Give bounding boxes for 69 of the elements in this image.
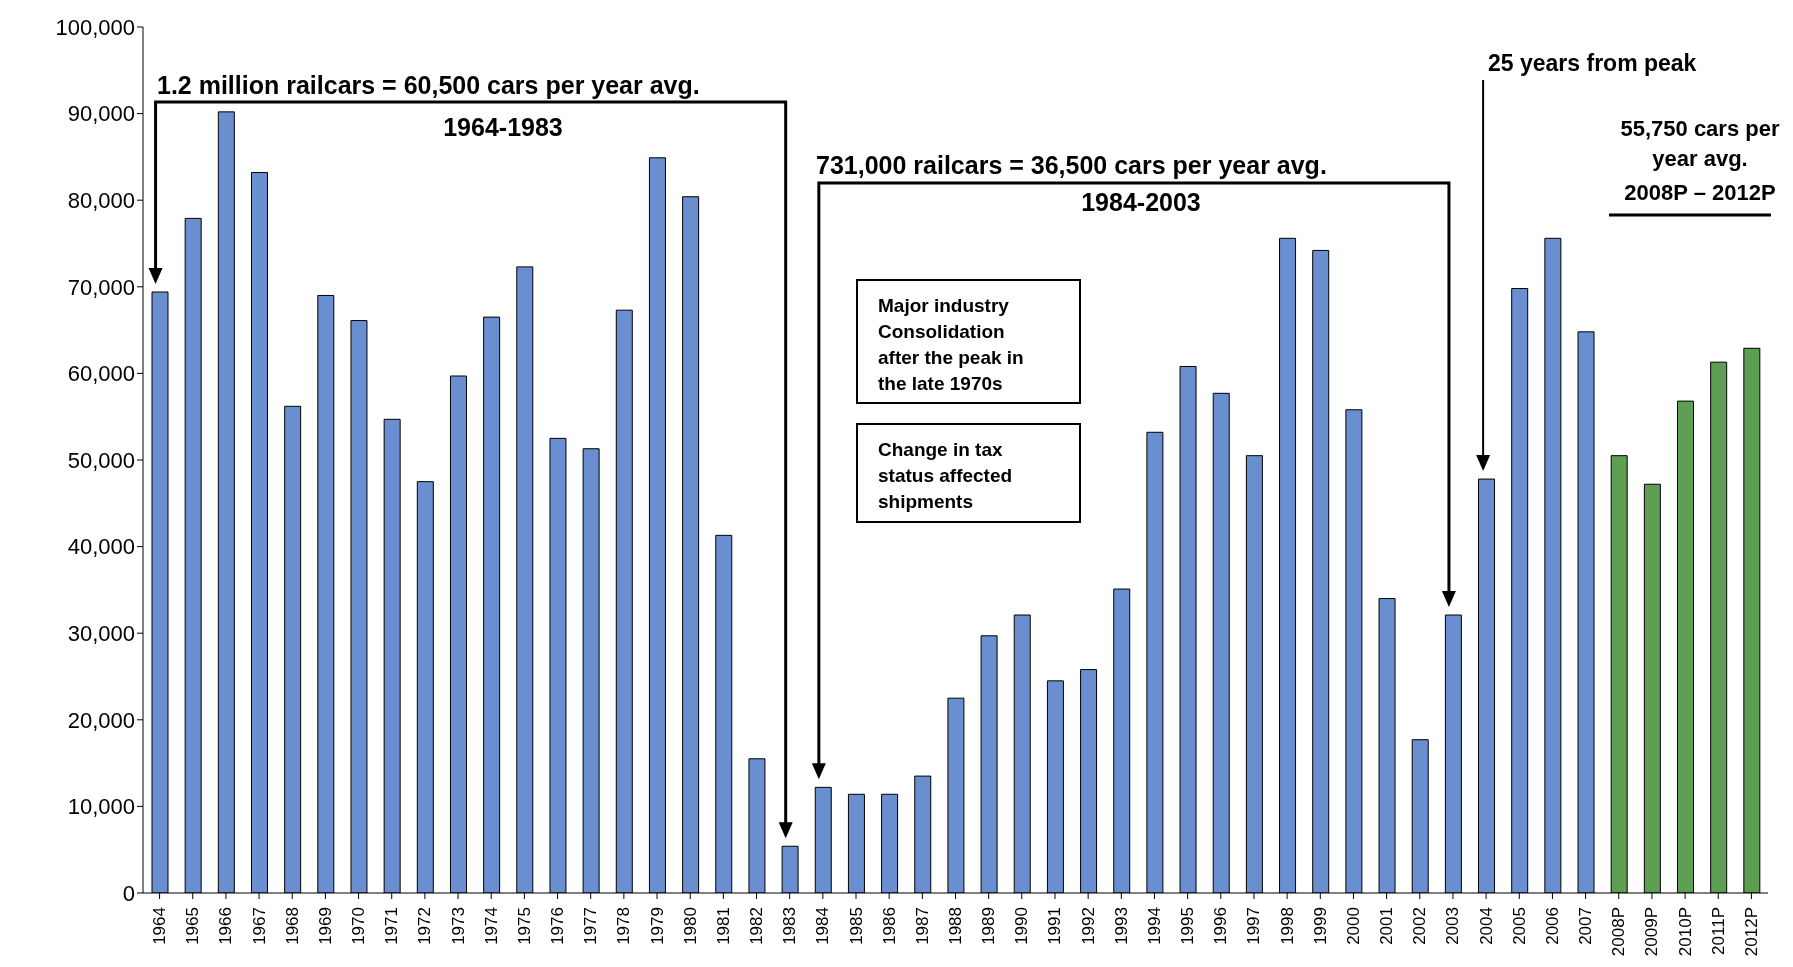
annotation: 1964-1983 — [443, 112, 563, 142]
x-tick-label: 1971 — [382, 907, 402, 945]
y-tick-label: 70,000 — [67, 274, 135, 300]
x-tick-label: 2009P — [1642, 907, 1662, 957]
annotation: Major industry Consolidation after the peak in the late 1970s — [856, 279, 1081, 404]
x-tick-label: 2002 — [1410, 907, 1430, 945]
x-tick-label: 1986 — [879, 907, 899, 945]
x-tick-label: 1996 — [1211, 907, 1231, 945]
x-tick-label: 2007 — [1576, 907, 1596, 945]
annotation: 1984-2003 — [1081, 187, 1201, 217]
x-tick-label: 2010P — [1675, 907, 1695, 957]
x-tick-label: 1985 — [846, 907, 866, 945]
x-tick-label: 1990 — [1012, 907, 1032, 945]
x-tick-label: 1974 — [481, 907, 501, 945]
x-tick-label: 1967 — [249, 907, 269, 945]
annotation: 1.2 million railcars = 60,500 cars per year avg. — [157, 70, 700, 100]
x-tick-label: 1992 — [1078, 907, 1098, 945]
y-tick-label: 30,000 — [67, 621, 135, 647]
x-tick-label: 1981 — [713, 907, 733, 945]
annotation: 2008P – 2012P — [1624, 180, 1776, 206]
x-tick-label: 1998 — [1277, 907, 1297, 945]
annotation: 731,000 railcars = 36,500 cars per year avg. — [816, 150, 1327, 180]
x-tick-label: 2008P — [1609, 907, 1629, 957]
x-tick-label: 2004 — [1476, 907, 1496, 945]
y-tick-label: 10,000 — [67, 794, 135, 820]
y-tick-label: 20,000 — [67, 707, 135, 733]
x-tick-label: 2011P — [1708, 907, 1728, 955]
annotation: 25 years from peak — [1488, 49, 1697, 77]
x-tick-label: 1983 — [780, 907, 800, 945]
x-tick-label: 1964 — [150, 907, 170, 945]
x-tick-label: 1977 — [581, 907, 601, 945]
x-tick-label: 1999 — [1310, 907, 1330, 945]
x-tick-label: 2006 — [1542, 907, 1562, 945]
x-tick-label: 1980 — [680, 907, 700, 945]
y-tick-label: 80,000 — [67, 188, 135, 214]
y-tick-label: 40,000 — [67, 534, 135, 560]
x-tick-label: 2001 — [1377, 907, 1397, 945]
x-tick-label: 1979 — [647, 907, 667, 945]
annotation: Change in tax status affected shipments — [856, 423, 1081, 523]
x-tick-label: 1994 — [1144, 907, 1164, 945]
x-tick-label: 1991 — [1045, 907, 1065, 945]
x-tick-label: 1966 — [216, 907, 236, 945]
x-tick-label: 1987 — [912, 907, 932, 945]
x-tick-label: 1975 — [514, 907, 534, 945]
y-tick-label: 90,000 — [67, 101, 135, 127]
x-tick-label: 1984 — [813, 907, 833, 945]
x-tick-label: 1965 — [183, 907, 203, 945]
x-tick-label: 1997 — [1244, 907, 1264, 945]
x-tick-label: 1970 — [349, 907, 369, 945]
x-tick-label: 1995 — [1178, 907, 1198, 945]
y-tick-label: 100,000 — [55, 14, 135, 40]
x-tick-label: 1988 — [946, 907, 965, 945]
x-tick-label: 1973 — [448, 907, 468, 945]
x-tick-label: 2003 — [1443, 907, 1463, 945]
x-tick-label: 2012P — [1741, 907, 1761, 957]
y-tick-label: 0 — [122, 880, 135, 906]
x-tick-label: 1989 — [979, 907, 999, 945]
y-tick-label: 50,000 — [67, 447, 135, 473]
x-tick-label: 1982 — [747, 907, 767, 945]
x-tick-label: 2005 — [1509, 907, 1529, 945]
x-tick-label: 1976 — [548, 907, 568, 945]
annotation: 55,750 cars per year avg. — [1619, 115, 1781, 173]
x-tick-label: 1968 — [282, 907, 302, 945]
x-tick-label: 2000 — [1343, 907, 1363, 945]
x-tick-label: 1978 — [614, 907, 634, 945]
y-tick-label: 60,000 — [67, 361, 135, 387]
x-tick-label: 1969 — [315, 907, 335, 945]
x-tick-label: 1993 — [1111, 907, 1131, 945]
x-tick-label: 1972 — [415, 907, 435, 945]
